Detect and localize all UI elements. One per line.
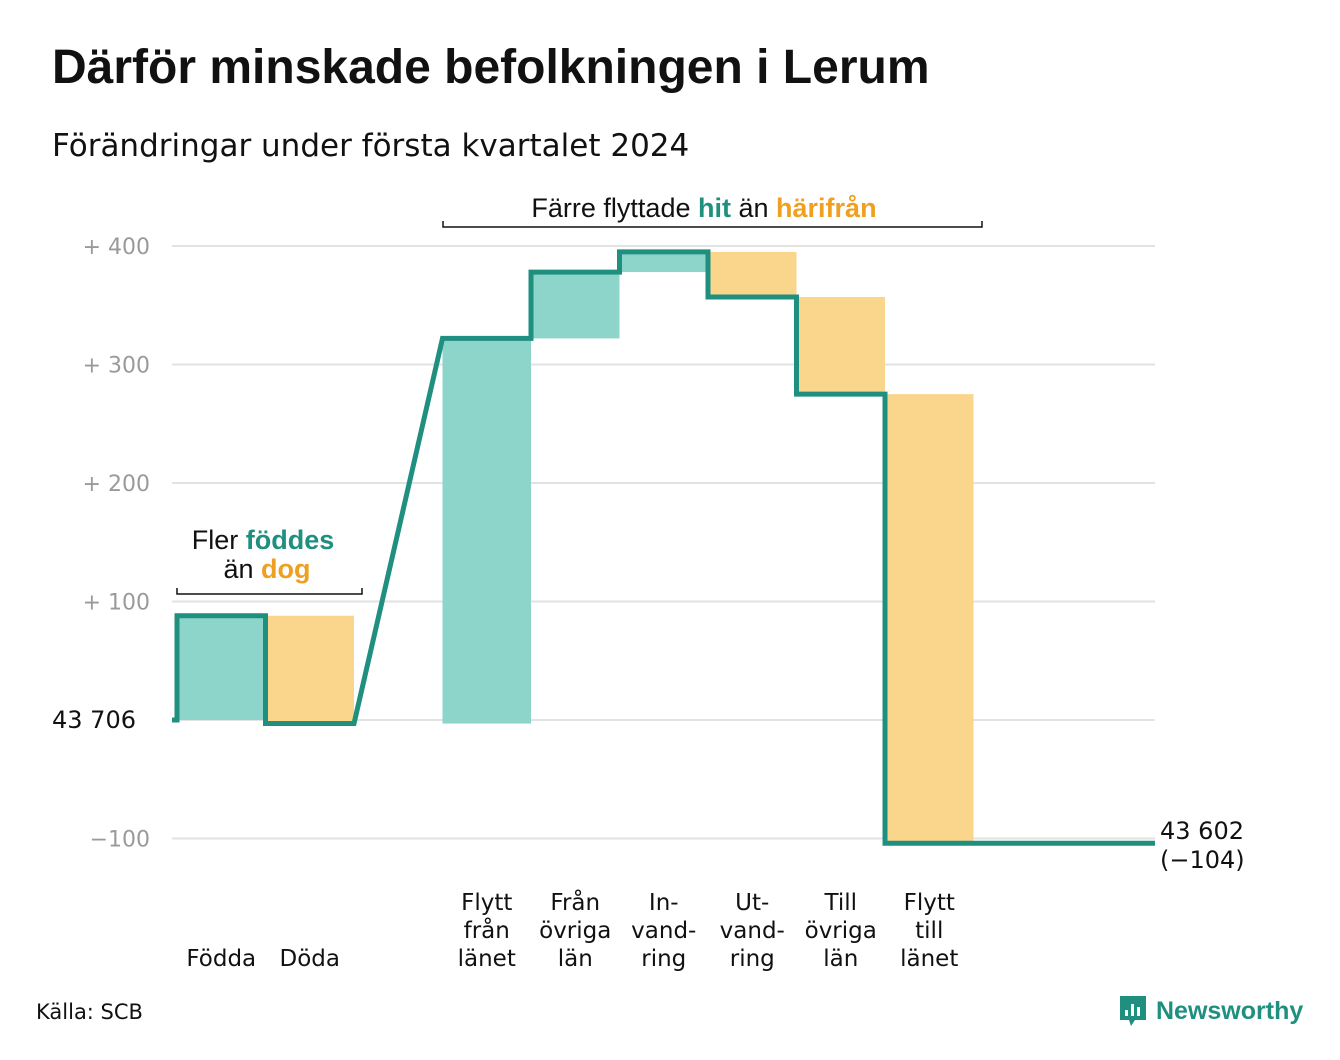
chart-subtitle: Förändringar under första kvartalet 2024 xyxy=(52,128,690,164)
annotation-text: än dog xyxy=(223,554,310,584)
annotation-part: än xyxy=(223,554,261,584)
category-label: Ut- xyxy=(735,890,769,916)
brand-name: Newsworthy xyxy=(1156,996,1304,1025)
category-label: länet xyxy=(458,946,516,972)
annotation-part: hit xyxy=(698,193,731,223)
annotation-text: Färre flyttade hit än härifrån xyxy=(531,193,876,223)
bar-döda xyxy=(265,615,354,724)
y-tick-label: + 100 xyxy=(83,591,150,616)
category-label: övriga xyxy=(539,918,611,944)
annotation-part: Fler xyxy=(192,525,246,555)
category-label: Från xyxy=(550,888,600,916)
category-label: Till xyxy=(823,890,857,916)
category-label: Födda xyxy=(186,946,256,972)
source-note: Källa: SCB xyxy=(36,1000,143,1024)
category-label: övriga xyxy=(805,918,877,944)
category-label: Flytt xyxy=(461,890,512,916)
category-label: till xyxy=(915,918,943,944)
annotation-bracket xyxy=(442,221,983,228)
bar-flytt-från-länet xyxy=(442,338,531,724)
y-tick-label: + 400 xyxy=(83,235,150,260)
chart-title: Därför minskade befolkningen i Lerum xyxy=(52,41,930,94)
category-label: ring xyxy=(641,946,686,972)
category-label: In- xyxy=(649,890,679,916)
annotation-part: föddes xyxy=(246,525,335,555)
category-label: från xyxy=(464,916,510,944)
brand-logo[interactable]: Newsworthy xyxy=(1118,994,1303,1028)
category-label: ring xyxy=(730,946,775,972)
end-change-label: (−104) xyxy=(1160,846,1245,874)
category-label: vand- xyxy=(720,918,785,944)
bar-till-övriga-län xyxy=(796,296,885,395)
annotation-bracket xyxy=(176,588,363,595)
category-label: län xyxy=(558,946,593,972)
bar-födda xyxy=(177,615,266,720)
annotation-text: Fler föddes xyxy=(192,525,335,555)
category-label: länet xyxy=(900,946,958,972)
cumulative-step-line xyxy=(172,249,1155,846)
category-label: län xyxy=(823,946,858,972)
annotation-part: dog xyxy=(261,554,310,584)
category-label: Döda xyxy=(280,946,340,972)
y-axis-ticks: + 400 + 300 + 200 + 100 −100 xyxy=(83,235,150,853)
category-label: vand- xyxy=(631,918,696,944)
y-tick-label: + 300 xyxy=(83,354,150,379)
newsworthy-logo-icon xyxy=(1120,996,1146,1026)
y-tick-label: + 200 xyxy=(83,472,150,497)
bar-från-övriga-län xyxy=(531,272,620,339)
category-label: Flytt xyxy=(904,890,955,916)
bar-utvandring xyxy=(708,251,797,297)
annotation-part: Färre flyttade xyxy=(531,193,698,223)
y-tick-label: −100 xyxy=(90,828,150,853)
annotation-part: härifrån xyxy=(776,193,877,223)
bar-flytt-till-länet xyxy=(885,394,974,844)
category-labels: Födda DödaFlyttfrånlänetFrånövrigalänIn-v… xyxy=(186,888,958,972)
bar-invandring xyxy=(619,251,708,273)
annotation-part: än xyxy=(731,193,776,223)
end-value-label: 43 602 xyxy=(1160,817,1244,845)
value-labels: 43 706 43 602(−104) xyxy=(52,706,1245,874)
bars xyxy=(177,251,974,844)
start-value-label: 43 706 xyxy=(52,706,136,734)
